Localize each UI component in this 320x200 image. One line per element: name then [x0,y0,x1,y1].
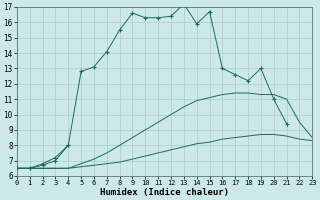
X-axis label: Humidex (Indice chaleur): Humidex (Indice chaleur) [100,188,229,197]
